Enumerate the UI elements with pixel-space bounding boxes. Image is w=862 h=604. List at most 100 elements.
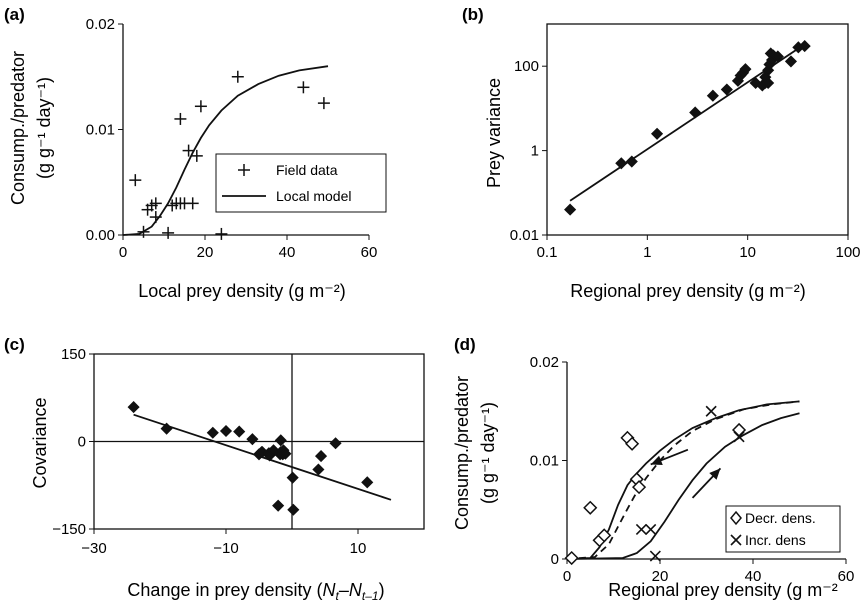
panel-d-incr-point-2 <box>649 550 661 562</box>
panel-c-point-3 <box>219 424 233 438</box>
panel-d-incr-point-3-b <box>705 405 717 417</box>
panel-c-ytick-label-1: 0 <box>78 434 86 451</box>
panel-c-point-12 <box>272 499 285 512</box>
panel-d-ytick-label-0: 0 <box>551 551 559 568</box>
panel-b-point-22 <box>784 55 798 68</box>
panel-c-marks <box>127 401 392 516</box>
panel-b-point-6 <box>720 83 733 96</box>
panel-d-incr-line <box>566 412 800 560</box>
panel-d-decr-point-5 <box>625 436 640 451</box>
panel-d-xtick-label-3: 60 <box>838 568 855 585</box>
panel-c-point-1 <box>160 422 173 435</box>
panel-a-legend: Field data Local model <box>215 153 387 213</box>
panel-a-point-1 <box>137 225 150 238</box>
panel-a-point-19 <box>317 97 330 110</box>
panel-a-marks <box>122 65 330 240</box>
panel-b-tick-labels: 0.1 1 10 100 0.01 1 100 <box>510 58 861 261</box>
panel-a-xtick-label-0: 0 <box>119 244 127 261</box>
panel-d-marks <box>564 400 800 566</box>
panel-a-ytick-label-0: 0.00 <box>86 227 115 244</box>
panel-b-point-16 <box>762 64 775 77</box>
panel-b-marks <box>564 40 811 216</box>
panel-d-xtick-label-0: 0 <box>563 568 571 585</box>
panel-d-label: (d) <box>454 335 476 354</box>
panel-c-point-22 <box>314 450 328 463</box>
panel-b-point-3 <box>650 127 664 140</box>
panel-d-ytick-label-1: 0.01 <box>530 453 559 470</box>
panel-d-legend-decr: Decr. dens. <box>745 510 816 526</box>
panel-c-ylabel: Covariance <box>30 397 50 488</box>
panel-d-xlabel: Regional prey density (g m⁻² <box>608 580 838 600</box>
panel-b-ylabel: Prey variance <box>484 78 504 188</box>
panel-d-legend-diamond-icon <box>730 510 742 526</box>
panel-a-tick-labels: 0 20 40 60 0.00 0.01 0.02 <box>86 16 378 261</box>
panel-c-ytick-label-0: 150 <box>61 346 86 363</box>
panel-c-point-24 <box>361 476 374 489</box>
panel-d-ytick-label-2: 0.02 <box>530 354 559 371</box>
panel-c-point-15 <box>274 434 287 447</box>
panel-a-point-12 <box>182 144 195 157</box>
panel-d-incr-point-4-b <box>733 431 745 443</box>
panel-c-xlabel: Change in prey density (Nt–Nt–1) <box>127 580 384 603</box>
panel-c-point-4 <box>233 425 246 438</box>
panel-a-xtick-label-2: 40 <box>279 244 296 261</box>
panel-a-point-9 <box>174 112 187 125</box>
panel-d-decr-point-7 <box>632 480 647 495</box>
panel-c: (c) Covariance Change in prey density (N… <box>4 335 425 603</box>
panel-c-point-20 <box>287 503 300 516</box>
panel-d-legend: Decr. dens. Incr. dens <box>725 505 841 553</box>
panel-d-ylabel-line2: (g g⁻¹ day⁻¹) <box>478 402 498 504</box>
panel-c-point-21 <box>312 463 325 476</box>
panel-a-point-5 <box>149 197 162 210</box>
panel-a-xtick-label-3: 60 <box>361 244 378 261</box>
panel-b-ytick-label-1: 1 <box>531 143 539 160</box>
panel-c-xtick-label-1: −10 <box>213 540 238 557</box>
panel-a-point-6 <box>162 226 175 239</box>
panel-b-label: (b) <box>462 5 484 24</box>
panel-b-point-10 <box>739 63 752 76</box>
panel-a-legend-field-data: Field data <box>276 162 338 178</box>
panel-d-decr-point-3 <box>597 528 612 543</box>
panel-c-point-2 <box>206 426 219 439</box>
panel-c-tick-labels: −30 −10 10 150 0 −150 <box>52 346 366 557</box>
panel-b-point-1 <box>615 157 628 170</box>
panel-d-legend-x-icon <box>730 534 742 546</box>
panel-d-xtick-label-1: 20 <box>652 568 669 585</box>
panel-b-ytick-label-2: 100 <box>514 58 539 75</box>
panel-d-tick-labels: 0 20 40 60 0 0.01 0.02 <box>530 354 855 585</box>
panel-a-point-16 <box>215 227 228 240</box>
panel-a-axes <box>118 23 370 240</box>
panel-b-xlabel: Regional prey density (g m⁻²) <box>570 281 806 301</box>
panel-a-ylabel-line1: Consump./predator <box>8 51 28 205</box>
panel-b-point-24 <box>798 40 811 53</box>
panel-d-incr-point-0-b <box>635 523 647 536</box>
panel-b-frame <box>546 23 849 236</box>
panel-d-xtick-label-2: 40 <box>745 568 762 585</box>
panel-d-legend-box <box>725 505 841 553</box>
panel-c-xtick-label-2: 10 <box>350 540 367 557</box>
panel-a-point-13 <box>186 197 199 210</box>
panel-a-point-18 <box>297 81 310 94</box>
panel-a-legend-local-model: Local model <box>276 188 352 204</box>
panel-d-ylabel-line1: Consump./predator <box>452 376 472 530</box>
panel-b-point-4 <box>689 106 702 119</box>
panel-b-point-15 <box>762 76 775 90</box>
panel-a-point-15 <box>194 100 207 113</box>
panel-b-xtick-label-1: 1 <box>643 244 651 261</box>
panel-b-axes <box>542 23 849 240</box>
panel-c-ytick-label-2: −150 <box>52 521 86 538</box>
panel-c-point-18 <box>279 447 292 460</box>
panel-b-xtick-label-3: 100 <box>835 244 860 261</box>
panel-c-point-0 <box>127 401 140 414</box>
panel-d-incr-point-3 <box>705 405 717 417</box>
panel-a-legend-box <box>215 153 387 213</box>
panel-a-xlabel: Local prey density (g m⁻²) <box>138 281 346 301</box>
panel-c-point-23 <box>329 437 342 450</box>
panel-b-point-5 <box>706 89 719 102</box>
panel-d-legend-incr: Incr. dens <box>745 532 806 548</box>
panel-a: (a) Consump./predator (g g⁻¹ day⁻¹) Loca… <box>4 5 387 301</box>
panel-d-incr-point-4 <box>733 431 745 443</box>
panel-c-axes <box>89 353 425 534</box>
panel-a-legend-plus-icon <box>238 164 250 176</box>
